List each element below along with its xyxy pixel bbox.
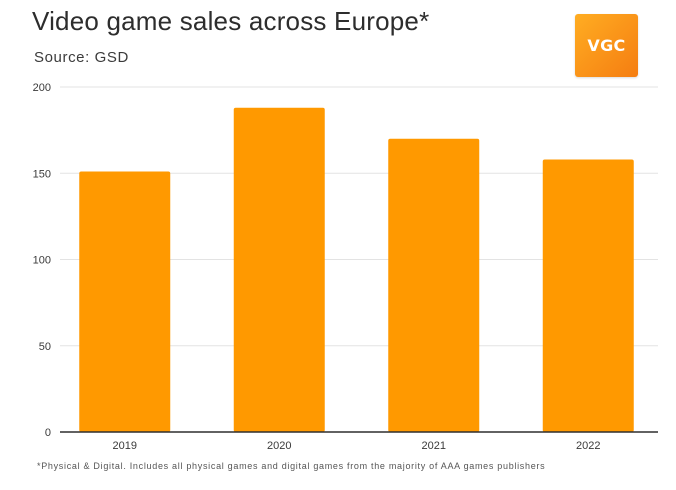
logo-text: VGC [587,36,626,55]
chart-source: Source: GSD [34,49,129,66]
y-tick-label: 0 [45,427,51,439]
x-tick-label: 2021 [422,440,446,452]
y-tick-label: 100 [33,255,51,267]
y-tick-label: 150 [33,168,51,180]
chart-title: Video game sales across Europe* [32,6,430,36]
bar-2020 [233,107,325,432]
bar-2022 [542,159,634,432]
bar-2019 [79,171,171,432]
x-tick-label: 2019 [113,440,137,452]
y-tick-label: 50 [39,341,51,353]
chart-footnote: *Physical & Digital. Includes all physic… [37,461,546,471]
x-tick-label: 2020 [267,440,291,452]
bar-2021 [388,138,480,432]
vgc-logo: VGC [575,14,638,77]
y-tick-label: 200 [33,82,51,94]
x-tick-label: 2022 [576,440,600,452]
